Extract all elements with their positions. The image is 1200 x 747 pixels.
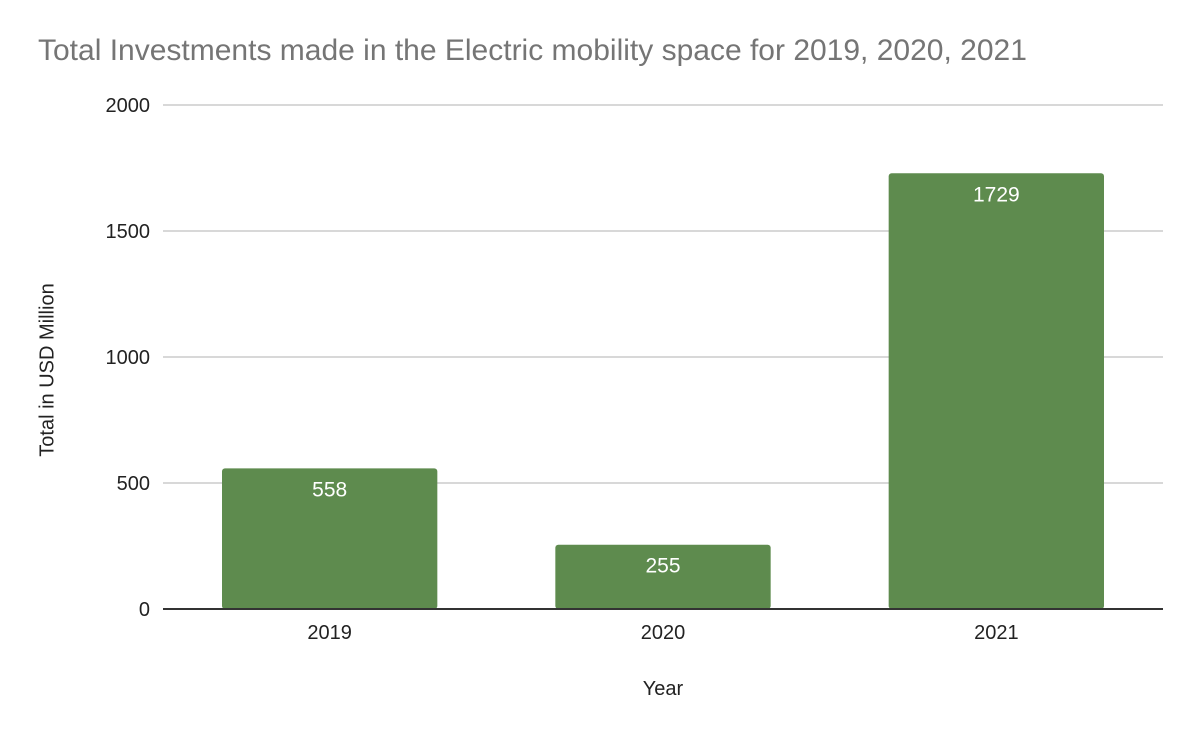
- bar: [555, 544, 771, 609]
- y-axis-label: Total in USD Million: [36, 283, 59, 457]
- bar: [888, 173, 1104, 610]
- x-tick-label: 2020: [641, 622, 686, 644]
- bar: [222, 468, 438, 609]
- y-tick-label: 0: [139, 599, 150, 621]
- x-tick-label: 2019: [307, 622, 352, 644]
- data-label: 558: [312, 478, 347, 501]
- y-tick-label: 2000: [106, 95, 151, 117]
- chart-title: Total Investments made in the Electric m…: [38, 34, 1027, 67]
- data-label: 255: [645, 555, 680, 578]
- y-tick-label: 1500: [106, 221, 151, 243]
- x-tick-label: 2021: [974, 622, 1019, 644]
- y-tick-label: 500: [117, 473, 150, 495]
- x-axis-label: Year: [642, 678, 684, 700]
- data-label: 1729: [973, 183, 1020, 206]
- y-tick-label: 1000: [106, 347, 151, 369]
